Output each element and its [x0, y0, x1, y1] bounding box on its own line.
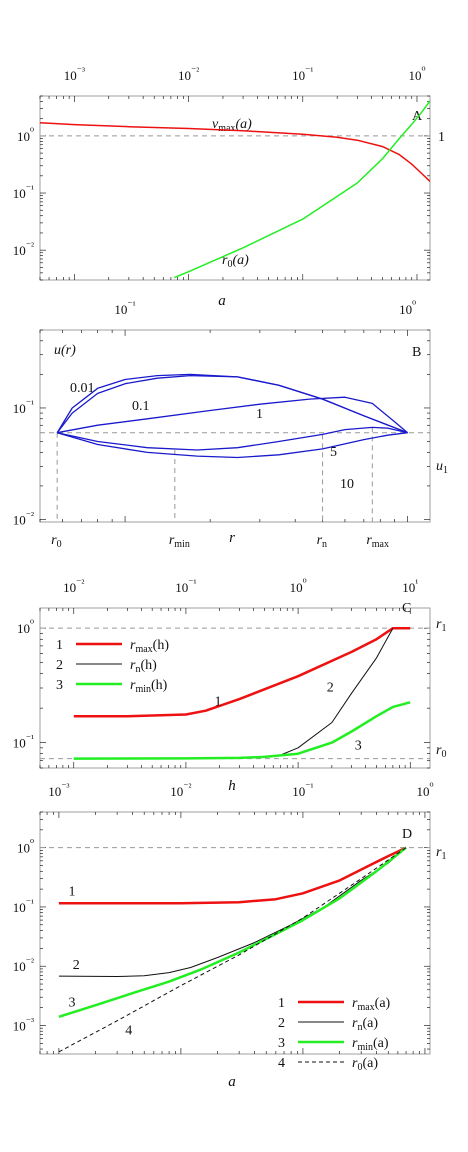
panel-d-r1-label: r1 — [436, 845, 446, 862]
panel-b-marker-label-n: rn — [317, 533, 327, 550]
panel-a-series-r0a — [174, 100, 430, 279]
panel-c-legend-label: rn(h) — [130, 658, 157, 675]
panel-b-x-tick-label: 10⁰ — [399, 300, 416, 317]
panel-a-marks: 10⁻³ 10⁻² 10⁻¹ 10⁰ 10⁰ 10⁻¹ 10⁻² a 1 — [13, 66, 445, 309]
panel-b-marker-label-0: r0 — [51, 533, 61, 550]
panel-d-y-tick-label: 10⁻² — [13, 957, 34, 974]
panel-c — [39, 607, 431, 769]
panel-a-vmax-label: vmax(a) — [212, 117, 252, 134]
panel-a-reference-label: 1 — [438, 130, 445, 145]
panel-c-y-tick-label: 10⁰ — [17, 619, 34, 636]
panel-b-y-tick-label: 10⁻² — [13, 511, 34, 528]
panel-c-series-rnh — [73, 627, 394, 760]
panel-d-series-rna — [58, 847, 407, 977]
panel-d-letter: D — [402, 827, 412, 842]
panel-d-legend-label: rn(a) — [352, 1016, 378, 1033]
panel-b-curve-label-001: 0.01 — [70, 381, 95, 396]
panel-b-x-tick-label: 10⁻¹ — [114, 300, 135, 317]
panel-c-legend-label: rmin(h) — [130, 678, 168, 695]
panel-d-curve-number: 2 — [73, 958, 80, 973]
panel-c-curve-number: 2 — [327, 680, 334, 695]
panel-d — [39, 811, 431, 1055]
panel-d-y-tick-label: 10⁻³ — [13, 1016, 34, 1033]
panel-d-frame — [39, 811, 431, 1055]
panel-d-x-tick-label: 10⁻³ — [48, 782, 69, 799]
panel-d-legend-number: 1 — [278, 996, 285, 1011]
panel-b-series-10 — [57, 432, 408, 459]
panel-d-marks: 10⁻³ 10⁻² 10⁻¹ 10⁰ 10⁰ 10⁻¹ 10⁻² 10⁻³ a 1 2 3 4 1 rmax… — [13, 782, 434, 1090]
panel-b-series-5 — [57, 426, 408, 451]
panel-d-legend-number: 3 — [278, 1036, 285, 1051]
panel-c-series-rminh — [73, 701, 411, 760]
panel-a-x-axis-label: a — [218, 293, 226, 309]
panel-d-x-axis-label: a — [228, 1074, 236, 1090]
panel-d-curve-number: 3 — [69, 995, 76, 1010]
panel-a-frame — [39, 95, 431, 281]
panel-b-series-1 — [57, 396, 409, 434]
panel-d-y-tick-label: 10⁰ — [17, 839, 34, 856]
panel-c-series-rmaxh — [73, 626, 411, 718]
panel-b-x-axis-label: r — [229, 530, 235, 546]
panel-d-y-tick-label: 10⁻¹ — [13, 898, 34, 915]
panel-d-series-r0a — [58, 847, 407, 1053]
panel-a-series-vmaxa — [40, 122, 430, 182]
panel-d-series-rmina — [58, 846, 407, 1018]
panel-d-legend-number: 2 — [278, 1016, 285, 1031]
panel-d-series-rmaxa — [58, 846, 407, 905]
panel-b-curve-label-5: 5 — [330, 445, 337, 460]
panel-b-curve-label-10: 10 — [340, 477, 354, 492]
panel-c-legend-number: 1 — [56, 638, 63, 653]
panel-d-legend-label: r0(a) — [352, 1056, 378, 1073]
panel-b-y-axis-label: u(r) — [54, 343, 76, 358]
panel-c-x-tick-label: 10⁻¹ — [175, 578, 196, 595]
panel-d-x-tick-label: 10⁻¹ — [292, 782, 313, 799]
panel-c-r1-label: r1 — [436, 617, 446, 634]
panel-d-curve-number: 4 — [125, 1024, 132, 1039]
panel-b-marker-label-min: rmin — [169, 533, 190, 550]
panel-a — [39, 95, 431, 281]
panel-b — [39, 329, 431, 523]
panel-b-letter: B — [412, 345, 421, 360]
panel-c-letter: C — [402, 601, 411, 616]
panel-a-x-tick-label: 10⁻¹ — [292, 66, 313, 83]
panel-c-r0-label: r0 — [436, 743, 446, 760]
panel-c-y-tick-label: 10⁻¹ — [13, 734, 34, 751]
panel-c-legend-number: 3 — [56, 678, 63, 693]
panel-a-x-tick-label: 10⁰ — [408, 66, 425, 83]
panel-d-x-tick-label: 10⁰ — [416, 782, 433, 799]
panel-b-marker-label-max: rmax — [366, 533, 389, 550]
panel-c-legend-label: rmax(h) — [130, 638, 169, 655]
panel-c-x-tick-label: 10⁰ — [290, 578, 307, 595]
panel-c-curve-number: 1 — [215, 695, 222, 710]
panel-c-legend-number: 2 — [56, 658, 63, 673]
panel-c-x-axis-label: h — [228, 778, 236, 794]
panel-c-x-tick-label: 10⁻² — [63, 578, 84, 595]
panel-a-x-tick-label: 10⁻² — [178, 66, 199, 83]
panel-a-y-tick-label: 10⁰ — [17, 127, 34, 144]
panel-c-marks: 10⁻² 10⁻¹ 10⁰ 10¹ 10⁰ 10⁻¹ h 1 2 3 1 rmax(h) 2 rn(h) 3… — [13, 578, 430, 794]
panel-d-curve-number: 1 — [69, 885, 76, 900]
panel-d-legend-label: rmin(a) — [352, 1036, 389, 1053]
panel-b-series-01 — [56, 374, 408, 434]
panel-d-legend-label: rmax(a) — [352, 996, 391, 1013]
panel-b-u1-label: u1 — [436, 459, 448, 476]
panel-b-curve-label-1: 1 — [256, 407, 263, 422]
panel-a-y-tick-label: 10⁻¹ — [13, 184, 34, 201]
panel-a-x-tick-label: 10⁻³ — [64, 66, 85, 83]
panel-c-curve-number: 3 — [355, 739, 362, 754]
panel-c-x-tick-label: 10¹ — [402, 578, 418, 595]
panel-b-frame — [39, 329, 431, 523]
panel-d-x-tick-label: 10⁻² — [170, 782, 191, 799]
panel-b-marks: 10⁻¹ 10⁰ 10⁻¹ 10⁻² r r0 rmin rn rmax — [13, 300, 430, 550]
panel-b-y-tick-label: 10⁻¹ — [13, 399, 34, 416]
panel-c-frame — [39, 607, 431, 769]
panel-a-r0-label: r0(a) — [222, 253, 249, 270]
panel-d-legend-number: 4 — [278, 1056, 285, 1071]
panel-a-y-tick-label: 10⁻² — [13, 241, 34, 258]
panel-b-curve-label-01: 0.1 — [132, 399, 150, 414]
